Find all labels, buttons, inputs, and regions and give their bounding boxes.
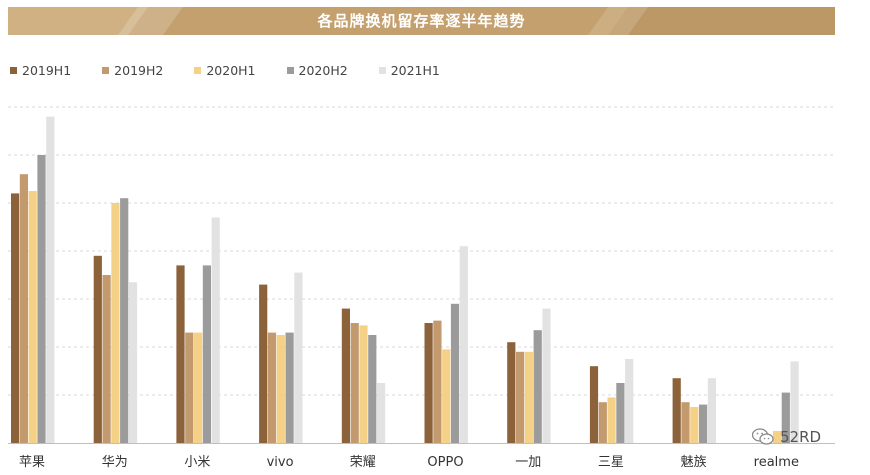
bars xyxy=(11,116,799,443)
legend-swatch xyxy=(286,66,294,74)
legend-item: 2019H1 xyxy=(10,62,71,78)
bar xyxy=(28,191,37,443)
legend-swatch xyxy=(194,66,202,74)
bar xyxy=(790,361,799,443)
bar xyxy=(533,330,542,443)
bar xyxy=(616,383,625,443)
bar xyxy=(267,332,277,443)
bar xyxy=(607,397,616,443)
bar xyxy=(11,193,20,443)
legend-label: 2020H1 xyxy=(206,62,256,78)
watermark-text: 52RD xyxy=(780,428,822,446)
category-label: vivo xyxy=(267,455,294,470)
bar xyxy=(285,332,294,443)
legend-label: 2019H1 xyxy=(22,62,72,78)
bar xyxy=(433,320,442,443)
chart-title: 各品牌换机留存率逐半年趋势 xyxy=(317,12,526,30)
legend-item: 2019H2 xyxy=(102,62,163,78)
bar xyxy=(276,335,285,443)
bar xyxy=(625,359,634,443)
legend-label: 2021H1 xyxy=(390,62,440,78)
bar xyxy=(19,174,28,443)
bar xyxy=(102,275,111,443)
bar xyxy=(46,116,55,443)
bar xyxy=(93,255,102,443)
legend-label: 2019H2 xyxy=(114,62,164,78)
bar xyxy=(341,308,350,443)
bar xyxy=(176,265,185,443)
bar xyxy=(589,366,599,443)
bar xyxy=(450,303,460,443)
bar xyxy=(211,217,220,443)
category-label: 三星 xyxy=(598,455,624,470)
category-label: 一加 xyxy=(515,455,541,470)
category-label: 魅族 xyxy=(681,454,707,470)
bar xyxy=(442,349,451,443)
bar xyxy=(459,246,468,443)
bar xyxy=(681,402,690,443)
category-label: 华为 xyxy=(102,455,128,470)
bar xyxy=(111,203,120,443)
bar xyxy=(294,272,303,443)
legend-swatch xyxy=(102,66,110,74)
bar xyxy=(194,332,203,443)
bar xyxy=(424,323,433,443)
category-label: 苹果 xyxy=(19,455,45,470)
bar xyxy=(707,378,716,443)
bar xyxy=(690,407,699,443)
legend-swatch xyxy=(10,66,17,74)
bar xyxy=(542,308,551,443)
category-label: 小米 xyxy=(184,455,210,470)
bar xyxy=(368,335,377,443)
category-label: realme xyxy=(754,455,799,470)
bar xyxy=(37,155,46,443)
bar xyxy=(202,265,211,443)
legend-item: 2020H2 xyxy=(286,62,348,78)
bar xyxy=(128,282,138,443)
title-banner xyxy=(8,7,835,35)
bar xyxy=(672,378,681,443)
bar xyxy=(185,332,194,443)
legend-item: 2021H1 xyxy=(378,62,440,78)
category-label: OPPO xyxy=(427,455,463,470)
wechat-icon xyxy=(752,428,774,445)
bar xyxy=(598,402,607,443)
legend-swatch xyxy=(378,66,386,74)
category-label: 荣耀 xyxy=(350,455,376,470)
legend-item: 2020H1 xyxy=(194,62,256,78)
bar xyxy=(350,323,359,443)
bar xyxy=(516,351,525,443)
bar xyxy=(377,383,386,443)
bar xyxy=(772,431,782,443)
watermark: 52RD xyxy=(752,428,821,446)
bar xyxy=(120,198,129,443)
category-labels: 苹果 华为 小米 vivo 荣耀 OPPO 一加 三星 魅族 realme xyxy=(19,454,799,470)
bar xyxy=(699,404,708,443)
bar xyxy=(781,392,790,443)
bar xyxy=(259,284,268,443)
legend: 2019H1 2019H2 2020H1 2020H2 2021H1 xyxy=(10,62,471,78)
bar xyxy=(359,325,368,443)
bar xyxy=(524,351,533,443)
bar xyxy=(507,342,516,443)
legend-label: 2020H2 xyxy=(298,62,348,78)
